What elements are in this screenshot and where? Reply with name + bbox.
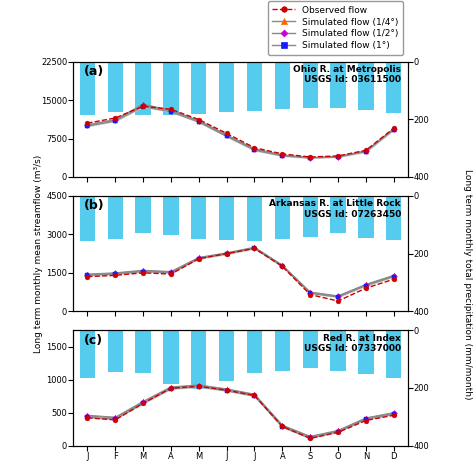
Bar (136, 62, 151, 115)
Bar (108, 330, 123, 372)
Bar (274, 62, 290, 109)
Bar (219, 196, 234, 240)
Bar (136, 196, 151, 233)
Bar (108, 62, 123, 112)
Bar (386, 62, 401, 113)
Bar (163, 330, 179, 383)
Bar (136, 330, 151, 373)
Bar (302, 196, 318, 237)
Bar (330, 196, 346, 233)
Bar (274, 330, 290, 371)
Text: (b): (b) (83, 200, 104, 212)
Bar (191, 196, 207, 238)
Bar (302, 62, 318, 108)
Bar (191, 330, 207, 389)
Bar (219, 330, 234, 381)
Bar (163, 196, 179, 235)
Bar (191, 62, 207, 114)
Bar (386, 196, 401, 240)
Bar (330, 62, 346, 108)
Bar (274, 196, 290, 239)
Text: (a): (a) (83, 65, 104, 78)
Text: Red R. at Index
USGS Id: 07337000: Red R. at Index USGS Id: 07337000 (304, 334, 401, 353)
Bar (247, 196, 262, 241)
Bar (358, 330, 374, 374)
Y-axis label: Long term monthly mean streamflow (m³/s): Long term monthly mean streamflow (m³/s) (34, 155, 43, 353)
Bar (219, 62, 234, 112)
Bar (163, 62, 179, 115)
Bar (80, 62, 95, 115)
Bar (80, 330, 95, 378)
Bar (358, 196, 374, 238)
Legend: Observed flow, Simulated flow (1/4°), Simulated flow (1/2°), Simulated flow (1°): Observed flow, Simulated flow (1/4°), Si… (268, 1, 403, 55)
Text: (c): (c) (83, 334, 102, 346)
Bar (358, 62, 374, 110)
Bar (247, 330, 262, 374)
Bar (80, 196, 95, 241)
Bar (108, 196, 123, 238)
Text: Arkansas R. at Little Rock
USGS Id: 07263450: Arkansas R. at Little Rock USGS Id: 0726… (269, 200, 401, 219)
Bar (386, 330, 401, 378)
Text: Ohio R. at Metropolis
USGS Id: 03611500: Ohio R. at Metropolis USGS Id: 03611500 (293, 65, 401, 84)
Bar (330, 330, 346, 371)
Text: Long term monthly total precipitation (mm/month): Long term monthly total precipitation (m… (463, 169, 472, 400)
Bar (247, 62, 262, 110)
Bar (302, 330, 318, 368)
